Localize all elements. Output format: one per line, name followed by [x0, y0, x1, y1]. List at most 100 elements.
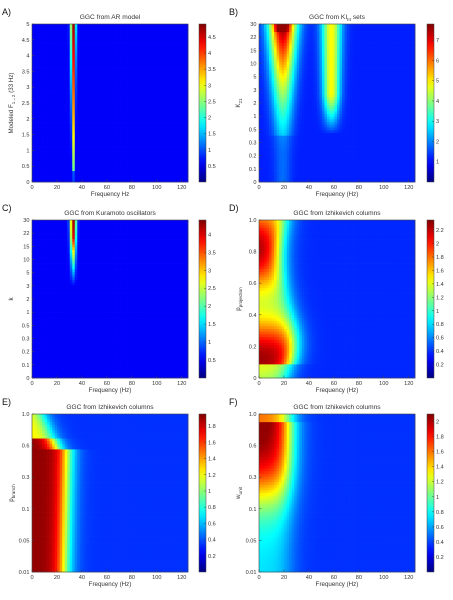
- heatmap-cell: [57, 59, 60, 62]
- heatmap-cell: [155, 155, 158, 158]
- heatmap-cell: [118, 81, 121, 84]
- heatmap-cell: [402, 68, 405, 71]
- heatmap-cell: [170, 152, 173, 155]
- heatmap-cell: [357, 73, 360, 76]
- heatmap-cell: [87, 35, 90, 38]
- heatmap-cell: [32, 46, 35, 49]
- heatmap-cell: [337, 27, 340, 30]
- heatmap-cell: [118, 38, 121, 41]
- heatmap-cell: [82, 51, 85, 54]
- heatmap-cell: [42, 111, 45, 114]
- heatmap-cell: [80, 103, 83, 106]
- heatmap-cell: [145, 122, 148, 125]
- heatmap-cell: [170, 32, 173, 35]
- heatmap-cell: [92, 81, 95, 84]
- heatmap-cell: [365, 40, 368, 43]
- heatmap-cell: [264, 65, 267, 68]
- heatmap-cell: [153, 171, 156, 174]
- heatmap-cell: [294, 73, 297, 76]
- heatmap-cell: [312, 38, 315, 41]
- heatmap-cell: [55, 40, 58, 43]
- heatmap-cell: [287, 27, 290, 30]
- heatmap-cell: [97, 43, 100, 46]
- heatmap-cell: [133, 147, 136, 150]
- heatmap-cell: [40, 136, 43, 139]
- heatmap-cell: [42, 144, 45, 147]
- heatmap-cell: [115, 125, 118, 128]
- heatmap-cell: [138, 168, 141, 171]
- heatmap-cell: [70, 35, 73, 38]
- heatmap-cell: [120, 59, 123, 62]
- heatmap-cell: [365, 27, 368, 30]
- heatmap-cell: [70, 130, 73, 133]
- heatmap-cell: [113, 51, 116, 54]
- heatmap-cell: [95, 128, 98, 131]
- x-axis-label: Frequency Hz: [91, 191, 130, 198]
- heatmap-cell: [302, 68, 305, 71]
- heatmap-cell: [55, 84, 58, 87]
- heatmap-cell: [168, 70, 171, 73]
- heatmap-cell: [85, 68, 88, 71]
- heatmap-cell: [165, 117, 168, 120]
- heatmap-cell: [392, 70, 395, 73]
- heatmap-cell: [267, 76, 270, 79]
- heatmap-cell: [377, 57, 380, 60]
- heatmap-cell: [50, 128, 53, 131]
- heatmap-cell: [47, 111, 50, 114]
- heatmap-cell: [123, 51, 126, 54]
- heatmap-cell: [90, 76, 93, 79]
- heatmap-cell: [165, 43, 168, 46]
- heatmap-cell: [67, 117, 70, 120]
- colorbar-gradient: [199, 24, 206, 182]
- heatmap-cell: [148, 65, 151, 68]
- heatmap-cell: [145, 155, 148, 158]
- heatmap-cell: [60, 65, 63, 68]
- heatmap-cell: [178, 29, 181, 32]
- heatmap-cell: [410, 65, 413, 68]
- heatmap-cell: [360, 62, 363, 65]
- heatmap-cell: [45, 57, 48, 60]
- heatmap-cell: [82, 114, 85, 117]
- heatmap-cell: [173, 166, 176, 169]
- heatmap-cell: [37, 155, 40, 158]
- heatmap-cell: [92, 62, 95, 65]
- heatmap-cell: [102, 68, 105, 71]
- heatmap-cell: [113, 62, 116, 65]
- heatmap-cell: [410, 54, 413, 57]
- heatmap-cell: [133, 133, 136, 136]
- heatmap-cell: [128, 177, 131, 180]
- heatmap-cell: [173, 51, 176, 54]
- heatmap-cell: [405, 57, 408, 60]
- heatmap-cell: [42, 106, 45, 109]
- heatmap-cell: [107, 87, 110, 90]
- heatmap-cell: [332, 73, 335, 76]
- heatmap-cell: [107, 35, 110, 38]
- heatmap-cell: [120, 38, 123, 41]
- heatmap-cell: [45, 152, 48, 155]
- heatmap-cell: [352, 57, 355, 60]
- heatmap-cell: [150, 57, 153, 60]
- heatmap-cell: [32, 119, 35, 122]
- heatmap-cell: [160, 65, 163, 68]
- heatmap-cell: [107, 95, 110, 98]
- heatmap-cell: [105, 117, 108, 120]
- heatmap-cell: [284, 35, 287, 38]
- heatmap-cell: [158, 98, 161, 101]
- heatmap-cell: [367, 59, 370, 62]
- heatmap-cell: [405, 62, 408, 65]
- heatmap-cell: [40, 122, 43, 125]
- heatmap-cell: [70, 84, 73, 87]
- heatmap-cell: [110, 29, 113, 32]
- heatmap-cell: [153, 138, 156, 141]
- heatmap-cell: [120, 166, 123, 169]
- heatmap-cell: [173, 106, 176, 109]
- heatmap-cell: [95, 65, 98, 68]
- heatmap-cell: [387, 78, 390, 81]
- heatmap-cell: [180, 106, 183, 109]
- heatmap-cell: [95, 24, 98, 27]
- heatmap-cell: [304, 27, 307, 30]
- heatmap-cell: [113, 57, 116, 60]
- heatmap-cell: [289, 27, 292, 30]
- heatmap-cell: [123, 138, 126, 141]
- heatmap-cell: [125, 168, 128, 171]
